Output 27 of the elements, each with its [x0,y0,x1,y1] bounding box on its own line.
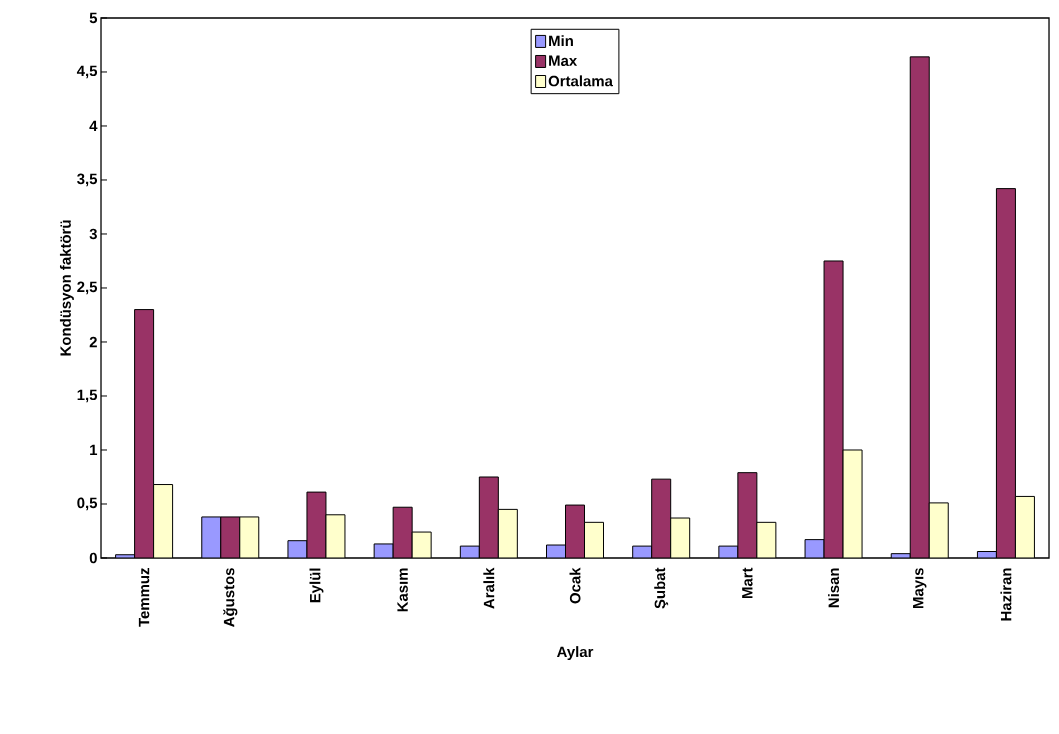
y-tick-label: 1 [90,444,98,456]
x-tick-label: Kasım [397,568,408,612]
y-tick-label: 2,5 [77,281,98,295]
y-tick-label: 0,5 [77,497,98,511]
x-tick-label: Mayıs [913,568,927,609]
x-tick-label: Mart [742,567,753,599]
x-axis-title: Aylar [556,646,594,661]
legend-label: Ortalama [548,75,613,87]
y-tick-label: 0 [89,552,97,564]
y-tick-label: 3 [89,228,97,240]
x-tick-label: Şubat [654,567,669,609]
x-tick-label: Aralık [483,567,495,609]
y-tick-label: 5 [89,12,98,24]
y-tick-label: 4 [89,120,98,132]
x-tick-label: Nisan [828,568,840,608]
y-axis-title: Kondüsyon faktörü [59,220,74,356]
y-tick-label: 3,5 [77,173,98,187]
x-tick-label: Temmuz [138,568,150,627]
y-tick-label: 2 [89,336,97,348]
y-tick-label: 4,5 [76,65,98,79]
x-tick-label: Haziran [1000,568,1012,621]
y-tick-label: 1,5 [77,389,98,403]
x-tick-label: Eylül [309,568,324,603]
x-tick-label: Ocak [569,567,581,604]
x-tick-label: Ağustos [223,568,238,627]
legend-label: Min [549,35,573,47]
legend-label: Max [549,55,578,67]
